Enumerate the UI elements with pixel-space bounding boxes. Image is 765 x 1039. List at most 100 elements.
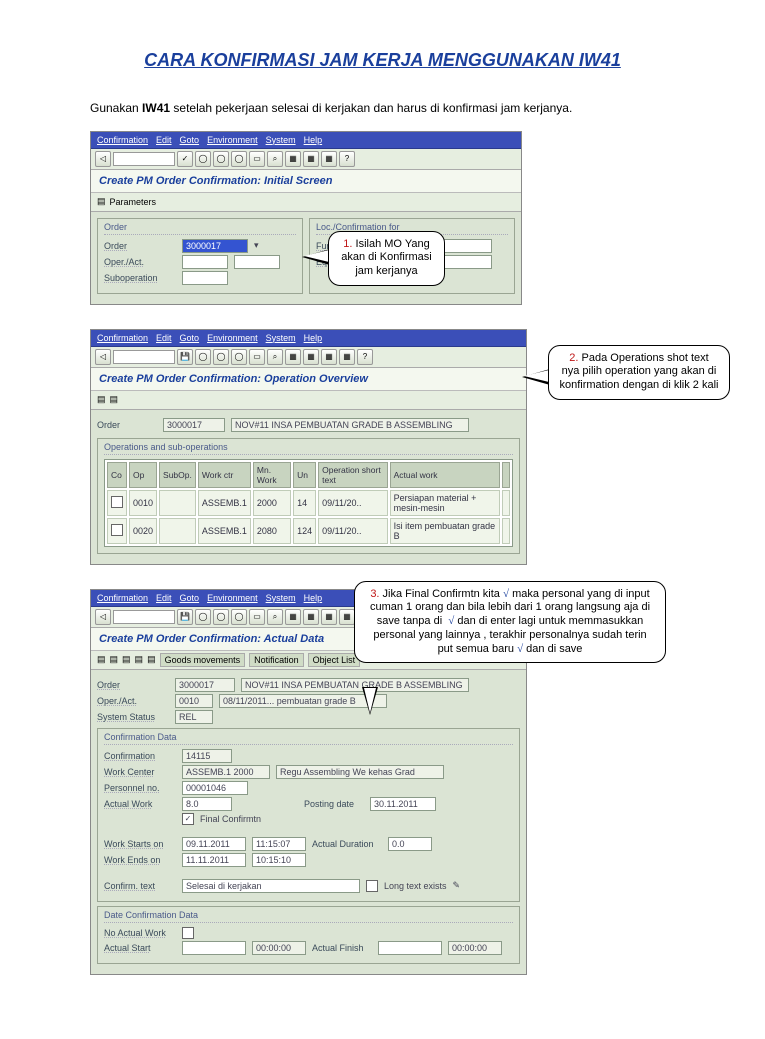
order-desc: NOV#11 INSA PEMBUATAN GRADE B ASSEMBLING (241, 678, 469, 692)
menu-item[interactable]: Goto (180, 135, 200, 145)
tool-icon[interactable]: ▦ (321, 609, 337, 625)
notification-button[interactable]: Notification (249, 653, 304, 667)
wend-date-input[interactable]: 11.11.2011 (182, 853, 246, 867)
save-icon[interactable]: 💾 (177, 349, 193, 365)
search-help-icon[interactable]: ▾ (254, 240, 266, 252)
menu-item[interactable]: Environment (207, 593, 258, 603)
table-row[interactable]: 0020 ASSEMB.1 2080 124 09/11/20.. Isi it… (107, 518, 510, 544)
nav-icon[interactable]: ◯ (195, 151, 211, 167)
longtext-checkbox[interactable] (366, 880, 378, 892)
noactwork-checkbox[interactable] (182, 927, 194, 939)
tool-icon[interactable]: ▤ (97, 394, 106, 405)
act-input[interactable] (234, 255, 280, 269)
menu-item[interactable]: Edit (156, 593, 172, 603)
actwork-input[interactable]: 8.0 (182, 797, 232, 811)
menu-item[interactable]: Edit (156, 135, 172, 145)
tcode-input[interactable] (113, 152, 175, 166)
back-icon[interactable]: ◁ (95, 609, 111, 625)
row-checkbox[interactable] (111, 524, 123, 536)
nav-icon[interactable]: ◯ (195, 609, 211, 625)
tool-icon[interactable]: ▤ (147, 654, 156, 665)
tool-icon[interactable]: ▤ (135, 654, 144, 665)
tool-icon[interactable]: ▤ (110, 394, 119, 405)
callout-pointer (522, 369, 550, 385)
tool-icon[interactable]: ▦ (321, 151, 337, 167)
tcode-input[interactable] (113, 350, 175, 364)
menu-item[interactable]: Help (304, 333, 323, 343)
screen-title: Create PM Order Confirmation: Initial Sc… (91, 170, 521, 193)
tool-icon[interactable]: ▦ (285, 609, 301, 625)
print-icon[interactable]: ▭ (249, 349, 265, 365)
find-icon[interactable]: ⌕ (267, 349, 283, 365)
tool-icon[interactable]: ▦ (303, 151, 319, 167)
tcode-input[interactable] (113, 610, 175, 624)
params-icon[interactable]: ▤ (97, 196, 106, 207)
confno-value: 14115 (182, 749, 232, 763)
wend-time-input[interactable]: 10:15:10 (252, 853, 306, 867)
order-input[interactable]: 3000017 (182, 239, 248, 253)
nav-icon[interactable]: ◯ (195, 349, 211, 365)
order-label: Order (97, 420, 157, 430)
menu-item[interactable]: Confirmation (97, 333, 148, 343)
menu-item[interactable]: Environment (207, 333, 258, 343)
menu-item[interactable]: Goto (180, 593, 200, 603)
operations-table[interactable]: Co Op SubOp. Work ctr Mn. Work Un Operat… (104, 459, 513, 547)
menu-item[interactable]: System (266, 135, 296, 145)
objectlist-button[interactable]: Object List (308, 653, 361, 667)
nav-icon[interactable]: ◯ (231, 349, 247, 365)
menu-item[interactable]: Confirmation (97, 135, 148, 145)
nav-icon[interactable]: ◯ (213, 151, 229, 167)
tool-icon[interactable]: ▦ (321, 349, 337, 365)
col-wc: Work ctr (198, 462, 251, 488)
menu-item[interactable]: Help (304, 135, 323, 145)
help-icon[interactable]: ? (339, 151, 355, 167)
actfinish-date-input[interactable] (378, 941, 442, 955)
tool-icon[interactable]: ▦ (285, 349, 301, 365)
help-icon[interactable]: ? (357, 349, 373, 365)
tool-icon[interactable]: ▦ (303, 609, 319, 625)
posting-input[interactable]: 30.11.2011 (370, 797, 436, 811)
save-icon[interactable]: 💾 (177, 609, 193, 625)
print-icon[interactable]: ▭ (249, 151, 265, 167)
menu-item[interactable]: Help (304, 593, 323, 603)
tool-icon[interactable]: ▦ (303, 349, 319, 365)
wstart-date-input[interactable]: 09.11.2011 (182, 837, 246, 851)
table-row[interactable]: 0010 ASSEMB.1 2000 14 09/11/20.. Persiap… (107, 490, 510, 516)
oper-label: Oper./Act. (97, 696, 169, 706)
oper-input[interactable] (182, 255, 228, 269)
final-confirm-checkbox[interactable]: ✓ (182, 813, 194, 825)
subop-input[interactable] (182, 271, 228, 285)
actstart-date-input[interactable] (182, 941, 246, 955)
print-icon[interactable]: ▭ (249, 609, 265, 625)
nav-icon[interactable]: ◯ (231, 151, 247, 167)
longtext-edit-icon[interactable]: ✎ (453, 880, 461, 891)
menu-item[interactable]: Edit (156, 333, 172, 343)
tool-icon[interactable]: ▤ (122, 654, 131, 665)
tool-icon[interactable]: ▦ (339, 609, 355, 625)
menu-item[interactable]: Confirmation (97, 593, 148, 603)
wstart-time-input[interactable]: 11:15:07 (252, 837, 306, 851)
tool-icon[interactable]: ▤ (97, 654, 106, 665)
nav-icon[interactable]: ◯ (213, 609, 229, 625)
nav-icon[interactable]: ◯ (231, 609, 247, 625)
back-icon[interactable]: ◁ (95, 151, 111, 167)
screen-title: Create PM Order Confirmation: Operation … (91, 368, 526, 391)
goods-mvmt-button[interactable]: Goods movements (160, 653, 246, 667)
conftxt-input[interactable]: Selesai di kerjakan (182, 879, 360, 893)
find-icon[interactable]: ⌕ (267, 151, 283, 167)
menu-item[interactable]: System (266, 593, 296, 603)
menu-item[interactable]: Environment (207, 135, 258, 145)
tool-icon[interactable]: ▤ (110, 654, 119, 665)
find-icon[interactable]: ⌕ (267, 609, 283, 625)
back-icon[interactable]: ◁ (95, 349, 111, 365)
row-checkbox[interactable] (111, 496, 123, 508)
tool-icon[interactable]: ▦ (285, 151, 301, 167)
nav-icon[interactable]: ◯ (213, 349, 229, 365)
menu-item[interactable]: Goto (180, 333, 200, 343)
save-icon[interactable]: ✓ (177, 151, 193, 167)
tool-icon[interactable]: ▦ (339, 349, 355, 365)
screenshot-overview: Confirmation Edit Goto Environment Syste… (90, 329, 527, 565)
menu-item[interactable]: System (266, 333, 296, 343)
pers-input[interactable]: 00001046 (182, 781, 248, 795)
actdur-input[interactable]: 0.0 (388, 837, 432, 851)
